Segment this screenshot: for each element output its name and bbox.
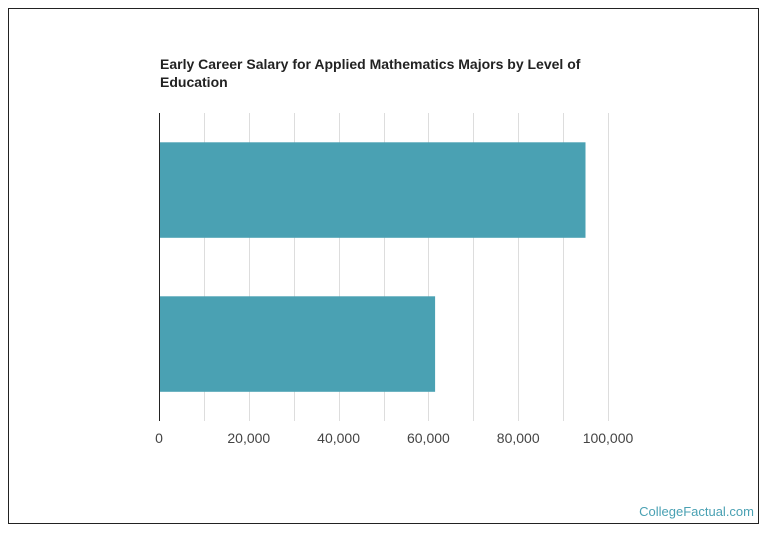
chart-frame: Early Career Salary for Applied Mathemat… <box>8 8 759 524</box>
x-tick-label: 80,000 <box>497 430 540 446</box>
bar <box>159 142 586 238</box>
x-tick-label: 100,000 <box>583 430 634 446</box>
x-tick-label: 0 <box>155 430 163 446</box>
x-tick-label: 60,000 <box>407 430 450 446</box>
x-axis-ticks: 0 20,000 40,000 60,000 80,000 100,000 <box>155 430 633 446</box>
x-tick-label: 20,000 <box>227 430 270 446</box>
x-tick-label: 40,000 <box>317 430 360 446</box>
chart-title: Early Career Salary for Applied Mathemat… <box>160 56 581 90</box>
credit-link[interactable]: CollegeFactual.com <box>639 504 754 519</box>
bars <box>159 142 586 392</box>
bar <box>159 296 436 392</box>
